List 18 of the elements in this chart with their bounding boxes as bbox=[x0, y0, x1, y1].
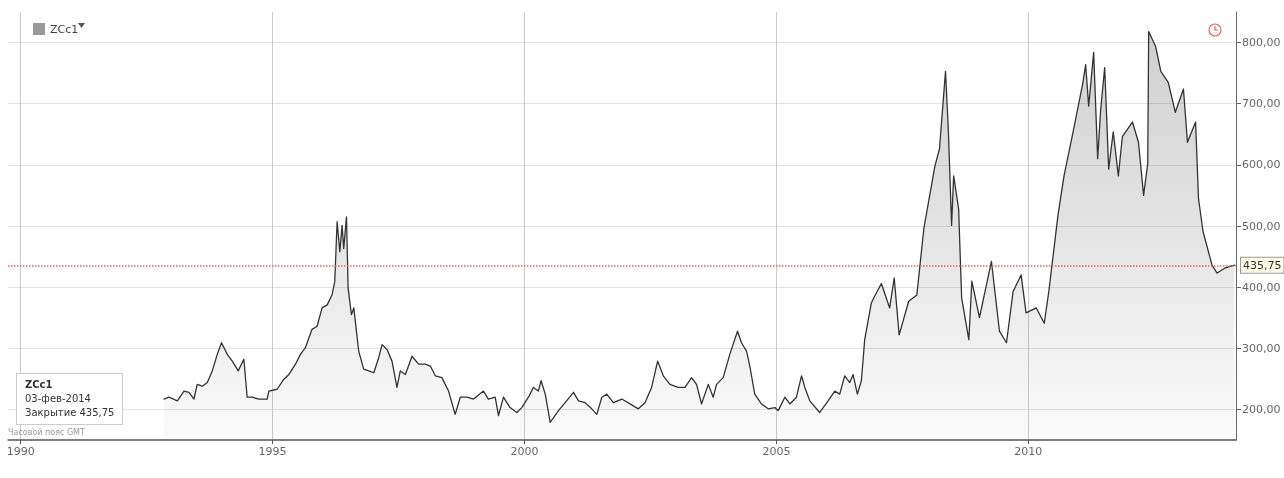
annotation: ZCc1 bbox=[25, 378, 54, 392]
annotation: 03-фев-2014 bbox=[25, 392, 92, 406]
y-tick-label: 700,00 bbox=[1242, 97, 1281, 111]
y-tick-label: 800,00 bbox=[1242, 36, 1281, 50]
y-tick-label: 600,00 bbox=[1242, 158, 1281, 172]
x-tick-label: 2000 bbox=[510, 445, 539, 458]
ref-line-label: 435,75 bbox=[1243, 258, 1282, 272]
y-tick-label: 400,00 bbox=[1242, 280, 1281, 294]
annotation: Закрытие 435,75 bbox=[25, 406, 115, 420]
legend-label: ZCc1 bbox=[50, 22, 79, 36]
x-tick-label: 2010 bbox=[1014, 445, 1043, 458]
y-tick-label: 200,00 bbox=[1242, 402, 1281, 416]
y-tick-label: 500,00 bbox=[1242, 219, 1281, 233]
x-tick-label: 2005 bbox=[762, 445, 791, 458]
x-tick-label: 1995 bbox=[258, 445, 287, 458]
x-tick-label: 1990 bbox=[6, 445, 35, 458]
y-tick-label: 300,00 bbox=[1242, 341, 1281, 355]
annotation: Часовой пояс GMT bbox=[8, 428, 85, 437]
